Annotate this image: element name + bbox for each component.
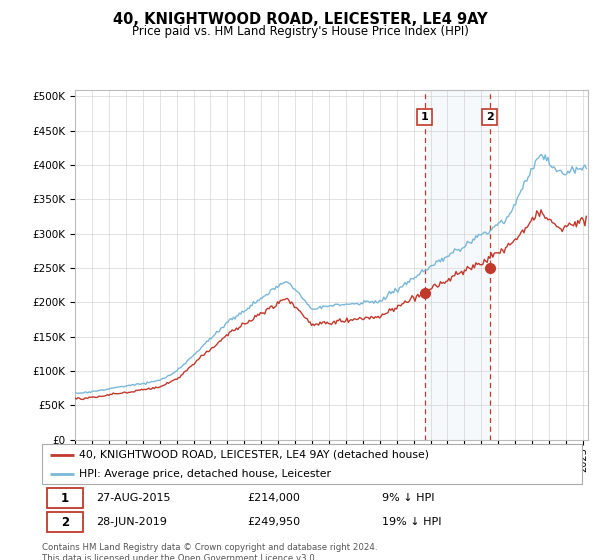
Text: 1: 1 (421, 112, 428, 122)
FancyBboxPatch shape (42, 444, 582, 484)
FancyBboxPatch shape (47, 488, 83, 508)
Text: 40, KNIGHTWOOD ROAD, LEICESTER, LE4 9AY: 40, KNIGHTWOOD ROAD, LEICESTER, LE4 9AY (113, 12, 487, 27)
Text: 40, KNIGHTWOOD ROAD, LEICESTER, LE4 9AY (detached house): 40, KNIGHTWOOD ROAD, LEICESTER, LE4 9AY … (79, 450, 429, 460)
Text: £214,000: £214,000 (247, 493, 300, 503)
Text: 2: 2 (61, 516, 69, 529)
Text: Contains HM Land Registry data © Crown copyright and database right 2024.
This d: Contains HM Land Registry data © Crown c… (42, 543, 377, 560)
Text: 27-AUG-2015: 27-AUG-2015 (96, 493, 170, 503)
FancyBboxPatch shape (47, 512, 83, 532)
Text: HPI: Average price, detached house, Leicester: HPI: Average price, detached house, Leic… (79, 469, 331, 479)
Text: Price paid vs. HM Land Registry's House Price Index (HPI): Price paid vs. HM Land Registry's House … (131, 25, 469, 38)
Bar (425, 90, 490, 440)
Text: 9% ↓ HPI: 9% ↓ HPI (382, 493, 434, 503)
Text: £249,950: £249,950 (247, 517, 301, 527)
Text: 19% ↓ HPI: 19% ↓ HPI (382, 517, 442, 527)
Text: 1: 1 (61, 492, 69, 505)
Text: 2: 2 (486, 112, 494, 122)
Text: 28-JUN-2019: 28-JUN-2019 (96, 517, 167, 527)
